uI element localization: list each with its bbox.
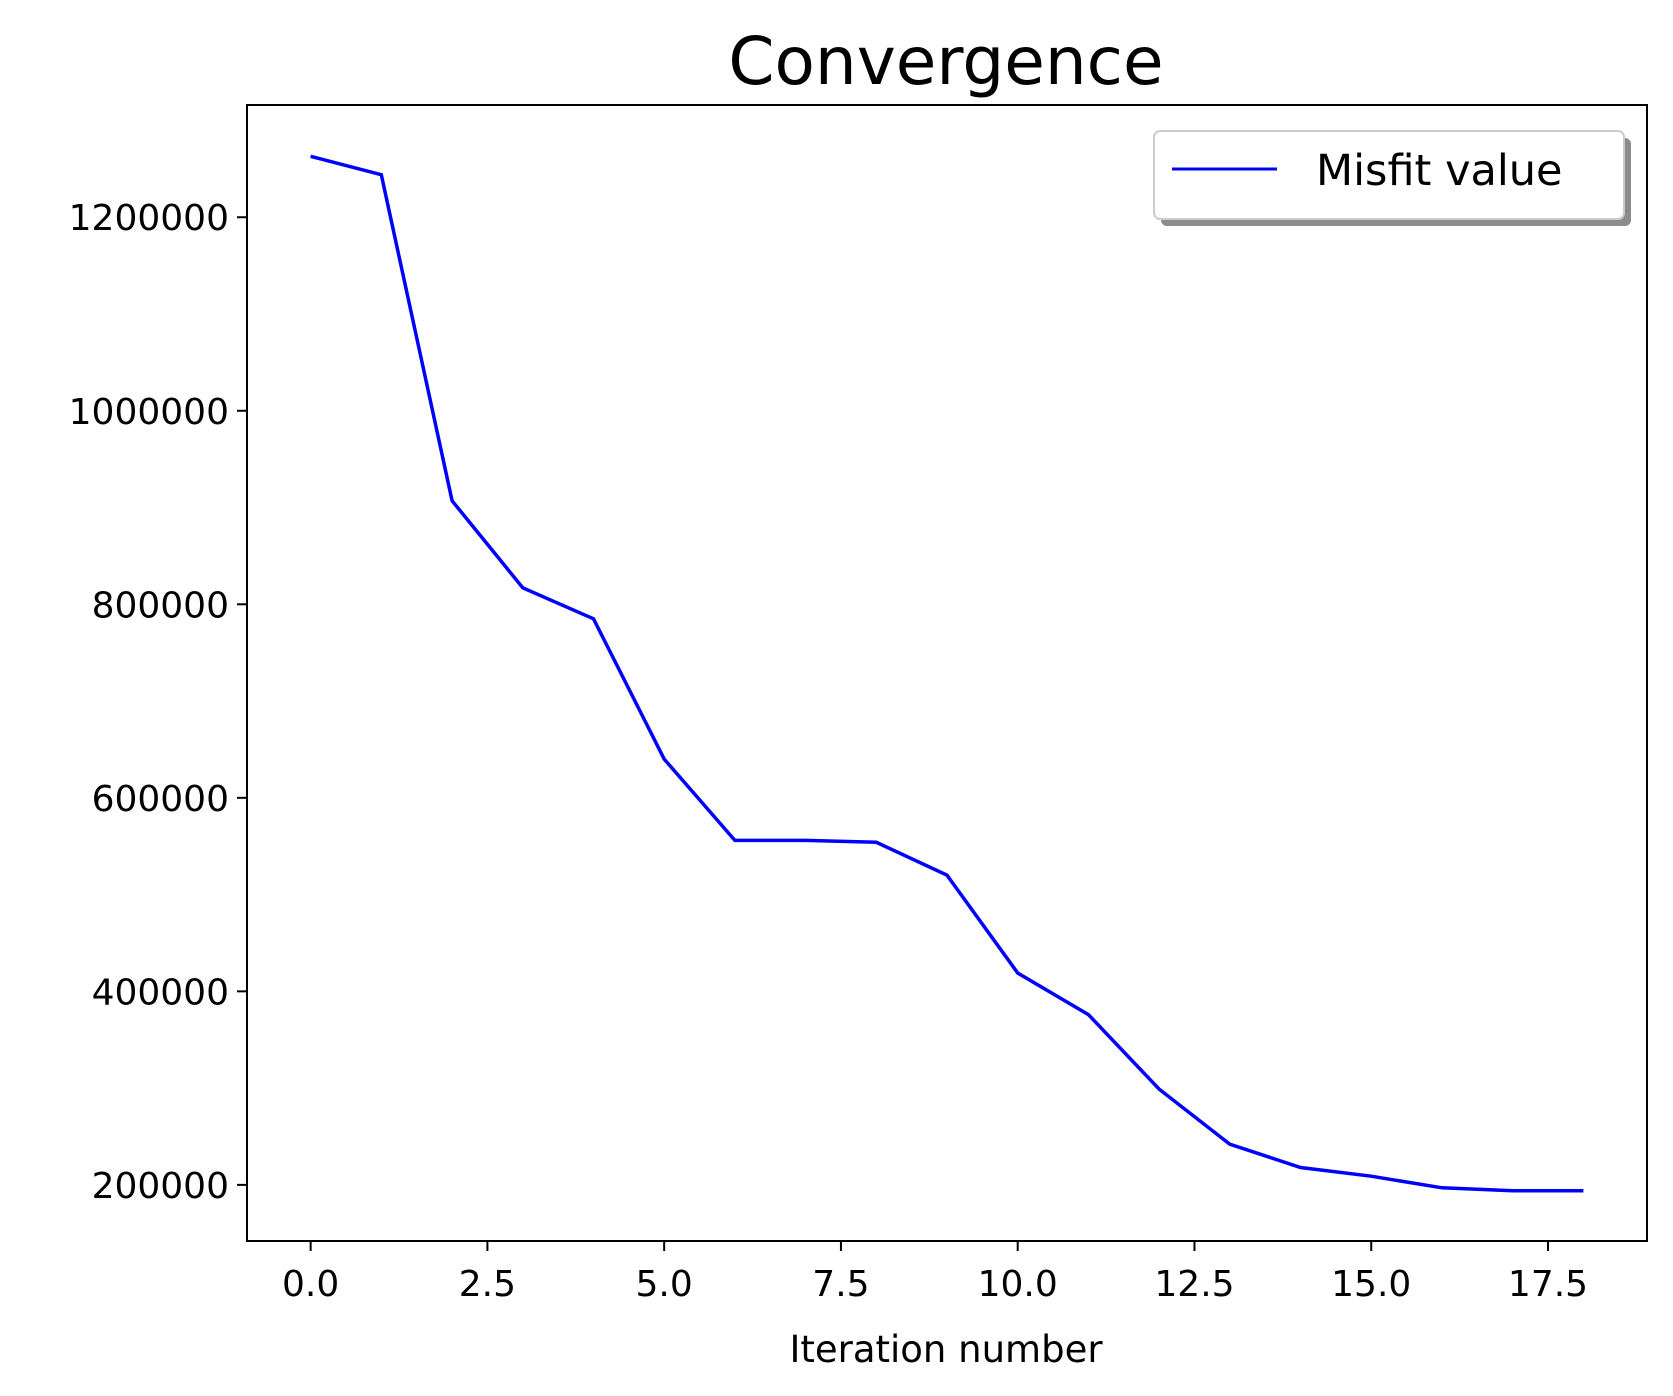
plot-area [246, 104, 1648, 1242]
legend-label: Misfit value [1316, 146, 1563, 196]
chart-title: Convergence [728, 23, 1163, 100]
y-tick-label: 1200000 [69, 198, 229, 239]
x-tick-label: 5.0 [636, 1264, 693, 1305]
y-tick-label: 600000 [92, 779, 229, 820]
legend: Misfit value [1153, 130, 1631, 226]
y-axis: 200000 400000 600000 800000 1000000 1200000 [69, 198, 247, 1207]
series-layer [310, 154, 1584, 1193]
series-line-misfit-value [310, 154, 1584, 1193]
y-tick-label: 200000 [92, 1166, 229, 1207]
y-tick-label: 1000000 [69, 392, 229, 433]
x-axis-label: Iteration number [789, 1328, 1103, 1371]
x-tick-label: 2.5 [459, 1264, 516, 1305]
x-tick-label: 17.5 [1508, 1264, 1588, 1305]
y-tick-label: 800000 [92, 585, 229, 626]
x-tick-label: 15.0 [1331, 1264, 1411, 1305]
x-tick-label: 0.0 [282, 1264, 339, 1305]
x-tick-label: 7.5 [812, 1264, 869, 1305]
x-tick-label: 12.5 [1154, 1264, 1234, 1305]
x-tick-label: 10.0 [978, 1264, 1058, 1305]
y-tick-label: 400000 [92, 972, 229, 1013]
legend-box [1153, 130, 1625, 220]
x-axis: 0.0 2.5 5.0 7.5 10.0 12.5 15.0 17.5 [282, 1241, 1588, 1305]
